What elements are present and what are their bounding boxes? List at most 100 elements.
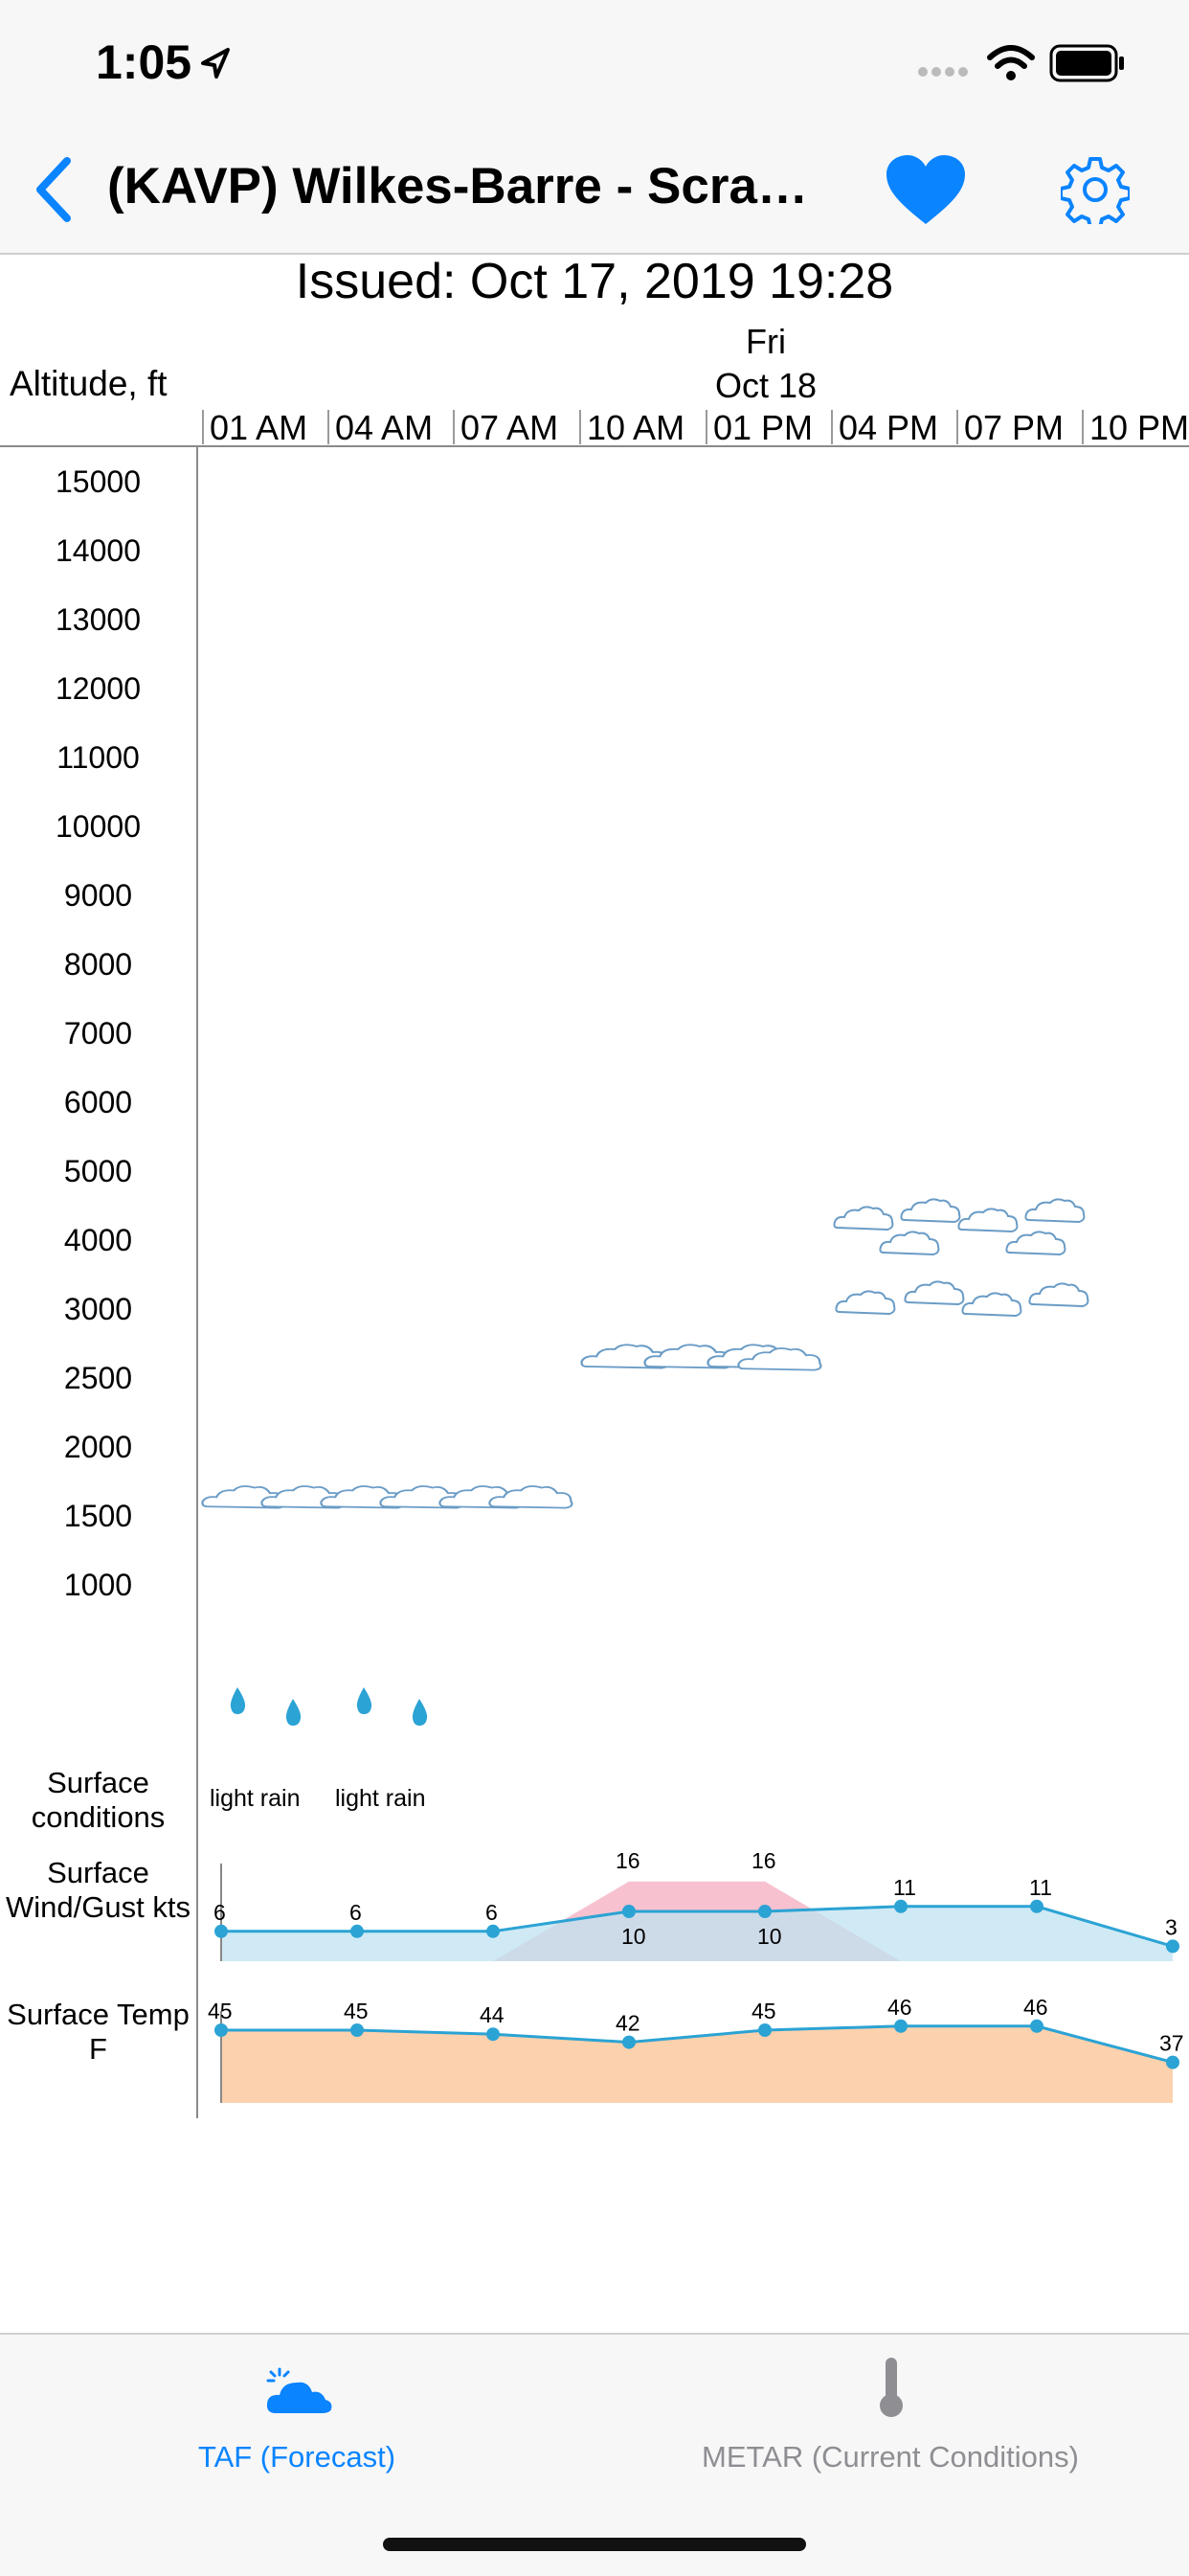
wind-point — [214, 1924, 228, 1938]
altitude-tick-label: 10000 — [56, 809, 141, 844]
altitude-tick-label: 5000 — [63, 1154, 133, 1188]
gear-icon[interactable] — [1061, 155, 1130, 224]
time-tick-label: 10 AM — [587, 408, 685, 447]
gust-value-label: 16 — [616, 1848, 640, 1873]
rain-drop-icon — [412, 1699, 428, 1726]
y-axis-line — [196, 446, 198, 2118]
time-tick-label: 10 PM — [1089, 408, 1189, 447]
altitude-tick-label: 2000 — [63, 1430, 133, 1464]
navigation-bar — [0, 126, 1189, 255]
time-tick-divider — [202, 410, 204, 444]
wifi-icon — [987, 45, 1035, 80]
cloud-layer-2500 — [580, 1344, 822, 1371]
cloud-layer-1500 — [201, 1484, 573, 1509]
time-tick-label: 01 PM — [713, 408, 814, 447]
temp-value-label: 45 — [752, 1999, 776, 2023]
altitude-tick-label: 11000 — [56, 740, 140, 775]
time-tick-label: 07 AM — [460, 408, 559, 447]
temp-point — [1166, 2055, 1179, 2069]
temp-point — [758, 2023, 772, 2037]
surface-condition-text: light rain — [335, 1785, 426, 1812]
time-tick-divider — [706, 410, 707, 444]
time-tick-label: 04 PM — [839, 408, 939, 447]
altitude-tick-label: 9000 — [63, 878, 133, 913]
time-tick-divider — [956, 410, 958, 444]
battery-icon — [1049, 44, 1124, 82]
wind-point — [622, 1905, 636, 1918]
time-tick-label: 04 AM — [335, 408, 434, 447]
wind-point — [758, 1905, 772, 1918]
temp-point — [214, 2023, 228, 2037]
home-indicator — [383, 2538, 806, 2551]
day-date: Oct 18 — [714, 366, 818, 405]
chevron-left-icon[interactable] — [33, 157, 75, 222]
surface-temp-label: Surface Temp F — [7, 1998, 190, 2066]
wind-value-label: 6 — [349, 1900, 362, 1925]
altitude-tick-label: 3000 — [63, 1292, 133, 1326]
status-bar — [0, 0, 1189, 126]
temp-area — [221, 2025, 1173, 2103]
wind-value-label: 10 — [757, 1924, 782, 1949]
temp-value-label: 37 — [1159, 2031, 1184, 2056]
time-tick-divider — [453, 410, 455, 444]
header-divider — [0, 445, 1189, 447]
gust-value-label: 16 — [752, 1848, 776, 1873]
surface-charts: 6 6 6 10 10 11 11 3 16 16 45 45 44 42 45 46 46 37 — [208, 1848, 1184, 2103]
temp-point — [486, 2027, 500, 2042]
temp-point — [1030, 2019, 1043, 2033]
temp-point — [350, 2023, 364, 2037]
wind-point — [1166, 1939, 1179, 1954]
cloud-layer-4000 — [833, 1198, 1086, 1255]
status-time: 1:05 — [96, 35, 192, 89]
location-arrow-icon — [201, 48, 230, 79]
rain-drops — [230, 1687, 428, 1726]
time-tick-divider — [327, 410, 329, 444]
wind-point — [894, 1899, 908, 1913]
temp-value-label: 46 — [1023, 1995, 1048, 2020]
day-name: Fri — [746, 322, 786, 361]
issued-date: Issued: Oct 17, 2019 19:28 — [295, 254, 894, 309]
altitude-tick-label: 1000 — [63, 1568, 133, 1602]
time-tick-divider — [831, 410, 833, 444]
temp-value-label: 45 — [344, 1999, 369, 2023]
temp-value-label: 45 — [208, 1999, 233, 2023]
time-tick-label: 01 AM — [210, 408, 308, 447]
temp-value-label: 46 — [887, 1995, 912, 2020]
altitude-tick-label: 1500 — [63, 1499, 133, 1533]
tab-metar-label: METAR (Current Conditions) — [702, 2440, 1079, 2474]
temp-value-label: 44 — [480, 2002, 505, 2027]
wind-area — [221, 1906, 1173, 1961]
wind-value-label: 6 — [485, 1900, 498, 1925]
rain-drop-icon — [285, 1699, 302, 1726]
wind-value-label: 6 — [213, 1900, 226, 1925]
wind-point — [350, 1924, 364, 1938]
altitude-axis-label: Altitude, ft — [10, 364, 168, 403]
cloud-layer-3000 — [835, 1280, 1089, 1317]
signal-icon — [918, 67, 968, 77]
altitude-tick-label: 8000 — [63, 947, 133, 982]
wind-value-label: 10 — [621, 1924, 646, 1949]
temp-point — [894, 2019, 908, 2033]
time-tick-divider — [579, 410, 581, 444]
tab-taf-label: TAF (Forecast) — [197, 2440, 396, 2474]
surface-wind-label: Surface Wind/Gust kts — [6, 1856, 191, 1924]
altitude-tick-label: 7000 — [63, 1016, 133, 1051]
altitude-tick-label: 4000 — [63, 1223, 133, 1257]
heart-icon[interactable] — [885, 153, 967, 228]
time-tick-divider — [1082, 410, 1084, 444]
surface-condition-text: light rain — [210, 1785, 301, 1812]
altitude-tick-label: 14000 — [56, 533, 141, 568]
surface-conditions-label: Surface conditions — [31, 1766, 166, 1834]
wind-point — [1030, 1899, 1043, 1913]
wind-value-label: 11 — [1029, 1875, 1052, 1900]
temp-line — [221, 2024, 1174, 2065]
cloud-sun-icon — [266, 2367, 332, 2413]
temp-point — [622, 2035, 636, 2049]
cloud-layers — [201, 1198, 1089, 1726]
tab-bar — [0, 2333, 1189, 2576]
wind-value-label: 11 — [893, 1875, 916, 1900]
rain-drop-icon — [230, 1687, 246, 1714]
time-tick-label: 07 PM — [964, 408, 1065, 447]
wind-point — [486, 1924, 500, 1938]
altitude-tick-label: 6000 — [63, 1085, 133, 1119]
